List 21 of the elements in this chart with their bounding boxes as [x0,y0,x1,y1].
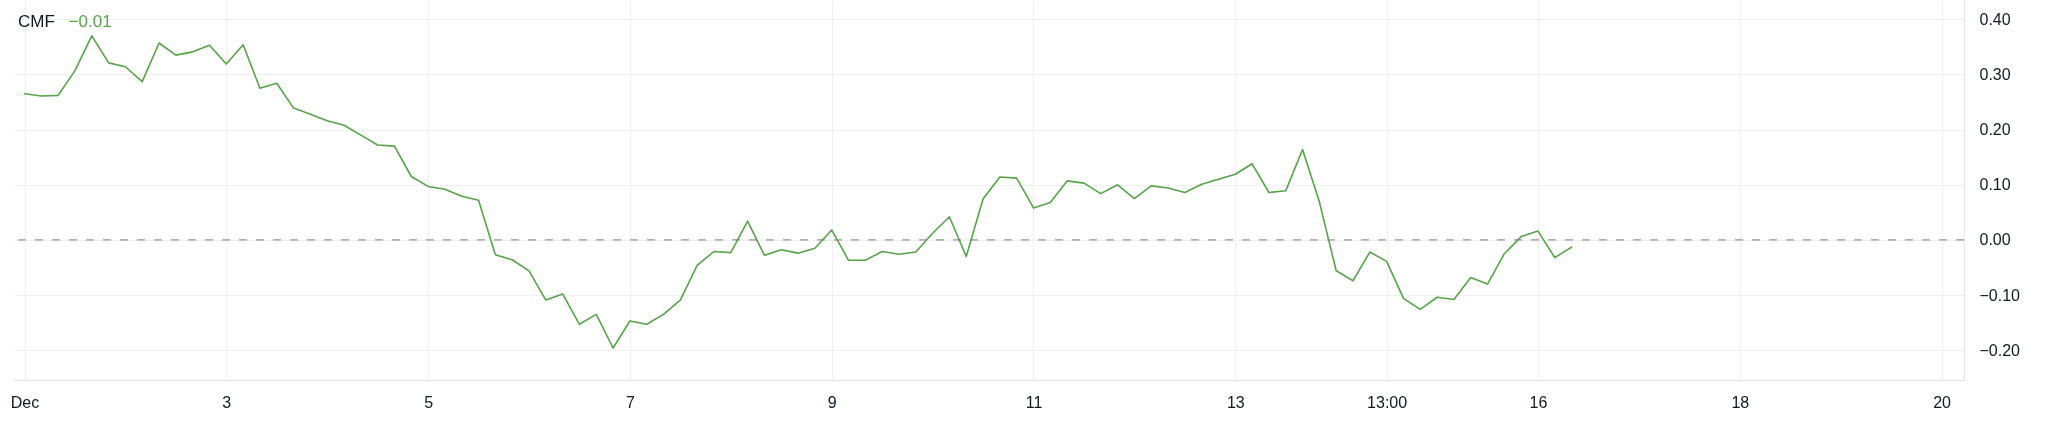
x-tick-label: 7 [625,393,635,411]
text: CMF [18,12,55,31]
y-tick-label: −0.20 [1979,341,2021,359]
x-tick-label: 13 [1226,393,1245,411]
x-tick-label: Dec [10,393,40,411]
y-tick-label: 0.00 [1979,231,2011,249]
y-tick-label: −0.10 [1979,286,2021,304]
x-tick-label: 3 [222,393,232,411]
x-tick-label: 5 [424,393,434,411]
x-tick-label: 9 [827,393,837,411]
y-tick-label: 0.30 [1979,65,2011,83]
x-tick-label: 18 [1731,393,1750,411]
x-tick-label: 16 [1529,393,1548,411]
y-tick-label: 0.20 [1979,121,2011,139]
x-tick-label: 13:00 [1367,393,1408,411]
line-series [23,35,1573,349]
x-tick-label: 20 [1933,393,1952,411]
annotation: −0.01 [68,12,112,31]
y-tick-label: 0.10 [1979,176,2011,194]
x-tick-label: 11 [1025,393,1043,411]
y-tick-label: 0.40 [1979,10,2011,28]
